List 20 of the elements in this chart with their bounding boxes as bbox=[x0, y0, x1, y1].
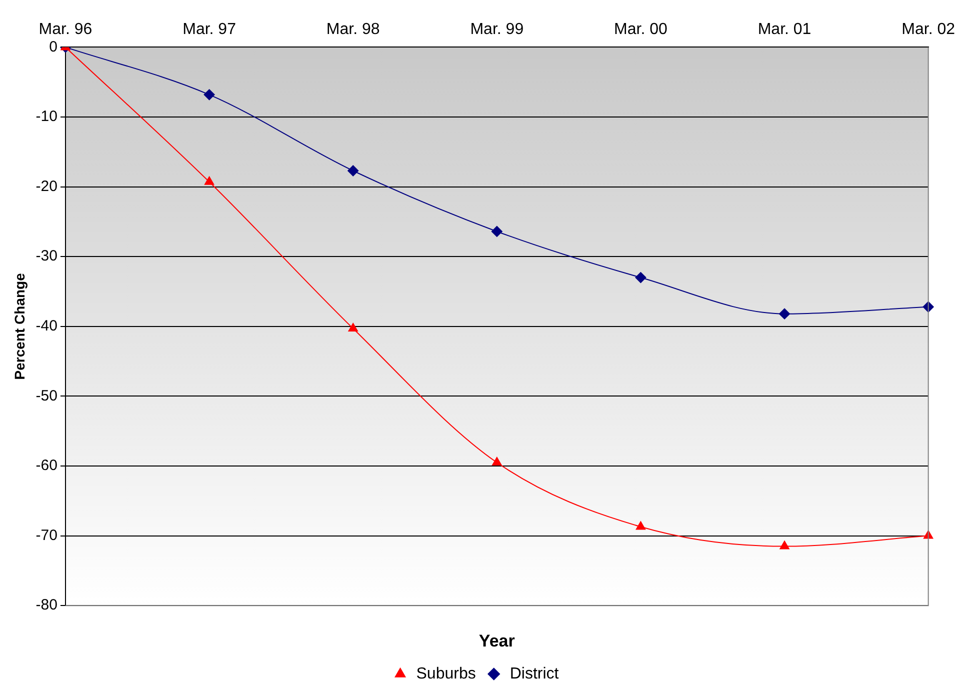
y-tick-label: -60 bbox=[36, 457, 58, 474]
y-tick-label: -10 bbox=[36, 108, 58, 126]
y-tick-label: -80 bbox=[36, 596, 58, 614]
y-tick-label: -40 bbox=[36, 318, 58, 335]
x-tick-label: Mar. 97 bbox=[182, 21, 236, 38]
y-tick-label: -30 bbox=[36, 248, 58, 265]
legend-label: Suburbs bbox=[416, 665, 476, 682]
x-tick-label: Mar. 98 bbox=[326, 21, 380, 38]
x-tick-label: Mar. 02 bbox=[902, 21, 956, 38]
legend-label: District bbox=[510, 665, 560, 682]
x-tick-label: Mar. 00 bbox=[614, 21, 668, 38]
y-tick-label: -20 bbox=[36, 178, 58, 195]
x-tick-label: Mar. 01 bbox=[758, 21, 812, 38]
x-tick-label: Mar. 99 bbox=[470, 21, 524, 38]
y-tick-label: 0 bbox=[49, 38, 58, 56]
y-tick-label: -70 bbox=[36, 526, 58, 544]
x-axis-title: Year bbox=[478, 631, 516, 650]
x-tick-label: Mar. 96 bbox=[38, 21, 92, 38]
y-tick-label: -50 bbox=[36, 387, 58, 404]
y-axis-title: Percent Change bbox=[11, 272, 28, 380]
